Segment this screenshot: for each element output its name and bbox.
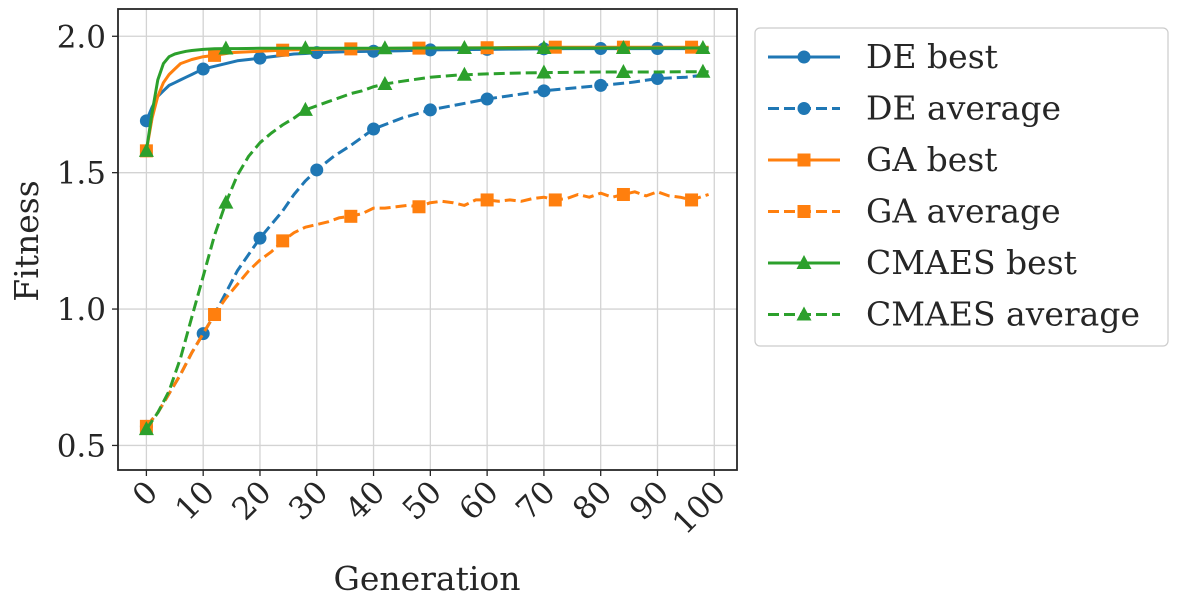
legend-marker-cmaes-average bbox=[796, 306, 812, 321]
legend-marker-de-average bbox=[797, 102, 811, 115]
y-tick-label: 0.5 bbox=[57, 428, 106, 464]
x-tick-label: 0 bbox=[126, 474, 165, 513]
grid bbox=[118, 9, 737, 470]
plot-frame bbox=[117, 8, 738, 471]
legend-marker-ga-average bbox=[797, 205, 811, 218]
data-point-de-average bbox=[367, 122, 381, 136]
legend-marker-cmaes-best bbox=[796, 255, 812, 269]
data-point-ga-average bbox=[208, 308, 222, 322]
y-tick-label: 1.5 bbox=[57, 156, 106, 192]
legend-label-ga-average: GA average bbox=[866, 192, 1061, 231]
series-cmaes-average bbox=[138, 63, 711, 436]
data-point-cmaes-average bbox=[615, 64, 631, 79]
legend-label-cmaes-average: CMAES average bbox=[866, 295, 1140, 334]
data-point-ga-average bbox=[548, 193, 562, 207]
data-point-cmaes-best bbox=[456, 40, 472, 55]
x-tick-label: 100 bbox=[666, 474, 733, 541]
data-point-cmaes-best bbox=[615, 40, 631, 55]
data-point-ga-best bbox=[208, 48, 222, 62]
data-point-de-average bbox=[650, 72, 664, 86]
series-line-cmaes-best bbox=[144, 46, 709, 152]
data-point-de-average bbox=[480, 92, 494, 106]
data-point-ga-average bbox=[344, 209, 358, 223]
data-point-cmaes-average bbox=[297, 101, 313, 116]
data-point-de-average bbox=[594, 78, 608, 92]
data-point-cmaes-average bbox=[695, 63, 711, 78]
data-point-ga-average bbox=[276, 234, 290, 248]
data-point-cmaes-best bbox=[377, 40, 393, 55]
data-point-de-average bbox=[196, 327, 210, 341]
data-point-cmaes-average bbox=[456, 66, 472, 81]
x-tick-label: 70 bbox=[509, 474, 562, 527]
data-point-cmaes-best bbox=[218, 40, 234, 55]
data-point-de-best bbox=[423, 43, 437, 57]
y-tick-label: 1.0 bbox=[57, 292, 106, 328]
x-tick-label: 40 bbox=[339, 474, 392, 527]
x-tick-label: 60 bbox=[452, 474, 505, 527]
data-point-ga-average bbox=[412, 200, 426, 214]
legend-label-ga-best: GA best bbox=[866, 140, 998, 179]
data-point-cmaes-average bbox=[218, 194, 234, 209]
legend-marker-de-best bbox=[797, 50, 811, 64]
series-cmaes-best bbox=[138, 40, 711, 157]
data-point-cmaes-best bbox=[138, 142, 154, 157]
data-point-ga-average bbox=[616, 187, 630, 201]
x-axis-label: Generation bbox=[333, 559, 520, 598]
data-point-de-average bbox=[537, 84, 551, 98]
data-point-ga-best bbox=[276, 43, 290, 57]
data-point-de-average bbox=[423, 103, 437, 117]
y-tick-label: 2.0 bbox=[57, 19, 106, 55]
data-point-de-average bbox=[253, 231, 267, 245]
x-tick-label: 30 bbox=[282, 474, 335, 527]
series-ga-average bbox=[139, 187, 710, 433]
data-point-cmaes-best bbox=[536, 40, 552, 55]
data-point-cmaes-best bbox=[297, 40, 313, 55]
x-tick-label: 10 bbox=[168, 474, 221, 527]
legend: DE best DE average GA best GA average CMAES … bbox=[754, 27, 1169, 347]
series-layer bbox=[138, 40, 711, 436]
y-axis-label: Fitness bbox=[7, 180, 46, 301]
data-point-ga-average bbox=[685, 193, 699, 207]
legend-marker-ga-best bbox=[797, 153, 811, 167]
data-point-de-best bbox=[196, 62, 210, 76]
x-tick-label: 50 bbox=[396, 474, 449, 527]
data-point-cmaes-average bbox=[536, 64, 552, 79]
legend-label-de-best: DE best bbox=[866, 37, 998, 76]
data-point-cmaes-average bbox=[377, 76, 393, 91]
legend-box bbox=[754, 27, 1169, 347]
legend-label-de-average: DE average bbox=[866, 89, 1061, 128]
data-point-de-best bbox=[253, 51, 267, 65]
series-line-cmaes-average bbox=[145, 70, 709, 430]
data-point-de-best bbox=[367, 44, 381, 58]
data-point-ga-average bbox=[480, 193, 494, 207]
data-point-de-average bbox=[310, 163, 324, 177]
data-point-cmaes-average bbox=[138, 421, 154, 436]
x-tick-label: 80 bbox=[566, 474, 619, 527]
legend-label-cmaes-best: CMAES best bbox=[866, 243, 1077, 282]
data-point-cmaes-best bbox=[695, 40, 711, 55]
plot-background bbox=[118, 9, 737, 470]
x-tick-label: 20 bbox=[225, 474, 278, 527]
